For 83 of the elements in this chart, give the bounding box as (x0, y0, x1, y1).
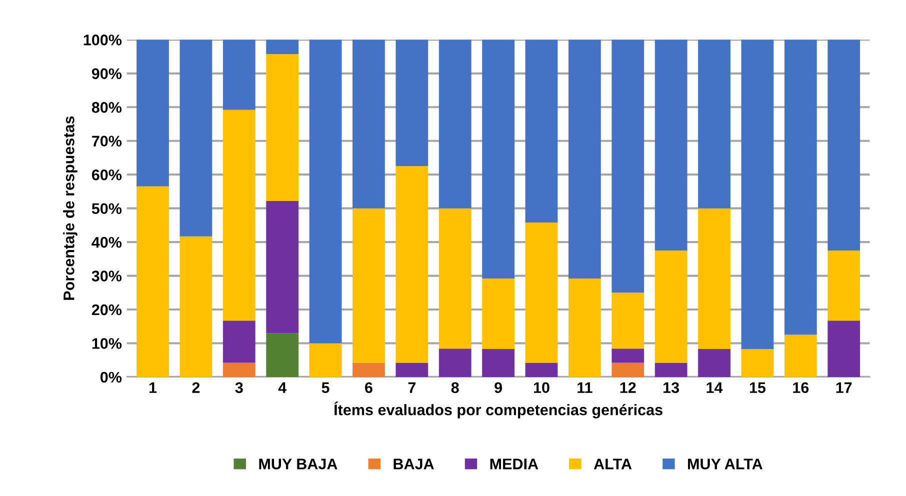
bar (438, 208, 472, 349)
x-tick-label: 12 (620, 382, 636, 393)
bar (266, 54, 299, 201)
bar (568, 278, 601, 377)
bar (568, 40, 601, 278)
bar (612, 348, 644, 363)
bar (525, 362, 558, 377)
y-tick-label: 30% (92, 270, 122, 282)
bar (741, 40, 774, 349)
bar (698, 40, 730, 208)
x-tick-label: 4 (278, 382, 286, 393)
bar (828, 40, 860, 250)
bar (828, 250, 860, 321)
legend-label: MUY ALTA (688, 458, 762, 470)
bar (612, 362, 644, 377)
bar (482, 348, 514, 377)
bar (352, 40, 385, 208)
x-tick-label: 7 (408, 382, 416, 393)
bar (784, 334, 817, 377)
bar (482, 40, 514, 278)
bar (352, 362, 385, 377)
y-tick-label: 90% (92, 68, 122, 80)
bar (654, 362, 688, 377)
y-tick-label: 20% (92, 304, 122, 316)
bar (222, 110, 256, 321)
x-tick-label: 9 (494, 382, 502, 394)
bar (136, 40, 169, 186)
bar (741, 348, 774, 377)
x-tick-label: 1 (149, 382, 157, 393)
bar (309, 40, 342, 344)
y-tick-label: 10% (92, 338, 122, 349)
bar (612, 40, 644, 293)
x-axis-title: Ítems evaluados por competencias genéricas (334, 402, 662, 418)
x-tick-label: 14 (706, 382, 723, 393)
x-tick-label: 11 (578, 382, 592, 393)
y-tick-label: 100% (84, 34, 122, 46)
bar (698, 348, 730, 377)
bar (784, 40, 817, 335)
bar (482, 278, 514, 349)
x-tick-label: 5 (322, 382, 330, 394)
x-tick-label: 16 (793, 382, 809, 394)
bar (654, 250, 688, 363)
bar (180, 236, 212, 377)
bar (438, 40, 472, 208)
legend-label: BAJA (394, 458, 434, 470)
bar (352, 208, 385, 363)
x-tick-label: 3 (235, 382, 243, 394)
x-tick-label: 15 (750, 382, 766, 394)
bar (612, 292, 644, 349)
bar (266, 333, 299, 377)
bar (180, 40, 212, 236)
bar (396, 166, 428, 363)
bar (698, 208, 730, 349)
bar (438, 348, 472, 377)
bar (136, 186, 169, 377)
bar (396, 40, 428, 166)
bar (525, 40, 558, 222)
x-tick-label: 10 (534, 382, 550, 394)
bar (222, 320, 256, 363)
y-tick-label: 70% (92, 136, 122, 147)
bar (654, 40, 688, 250)
y-tick-label: 0% (100, 372, 122, 383)
y-axis-title: Porcentaje de respuestas (63, 116, 78, 300)
bar (222, 40, 256, 110)
bar (266, 40, 299, 54)
x-tick-label: 13 (664, 382, 680, 394)
x-tick-label: 6 (365, 382, 372, 394)
bar (525, 222, 558, 363)
bar (309, 343, 342, 377)
bar (222, 362, 256, 377)
bar (266, 200, 299, 334)
legend-label: MEDIA (490, 458, 538, 470)
legend-label: ALTA (594, 458, 632, 470)
y-tick-label: 80% (92, 102, 122, 113)
x-tick-label: 8 (451, 382, 459, 394)
legend-label: MUY BAJA (259, 458, 338, 470)
y-tick-label: 50% (92, 203, 122, 214)
y-tick-label: 60% (92, 169, 122, 180)
y-tick-label: 40% (92, 236, 122, 248)
bar (396, 362, 428, 377)
x-tick-label: 2 (192, 382, 200, 393)
bar (828, 320, 860, 377)
x-tick-label: 17 (836, 382, 852, 393)
